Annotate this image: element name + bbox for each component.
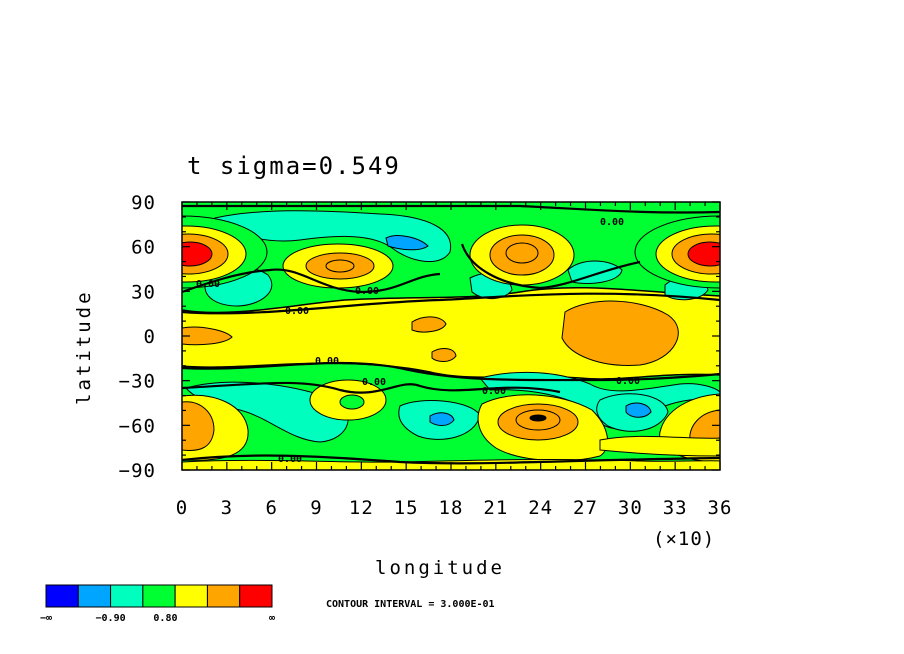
chart-title: t sigma=0.549	[187, 152, 401, 180]
x-tick-label: 15	[394, 497, 419, 519]
y-tick-label: 90	[131, 192, 156, 214]
y-axis-label: latitude	[73, 289, 95, 405]
svg-text:0.00: 0.00	[600, 217, 624, 228]
colorbar-swatch	[239, 584, 273, 608]
x-tick-label: 6	[265, 497, 277, 519]
tropical-orange-center	[411, 316, 447, 333]
x-tick-label: 3	[221, 497, 233, 519]
y-tick-labels: 90 60 30 0 −30 −60 −90	[119, 192, 156, 482]
colorbar-swatch	[206, 584, 241, 608]
colorbar	[45, 584, 273, 608]
svg-text:0.00: 0.00	[482, 386, 506, 397]
y-tick-label: −30	[119, 371, 156, 393]
colorbar-swatch	[142, 584, 176, 608]
contour-field: 0.00 0.00 0.00 0.00 0.00 0.00 0.00 0.00 …	[182, 202, 720, 470]
x-tick-label: 27	[573, 497, 598, 519]
y-tick-label: −60	[119, 415, 156, 437]
x-axis-label: longitude	[375, 557, 505, 579]
colorbar-label: 0.80	[153, 613, 177, 624]
x-tick-label: 9	[310, 497, 322, 519]
x-multiplier: (×10)	[653, 528, 715, 550]
sh-blue-core-2	[625, 402, 652, 418]
nh-cold-west	[214, 210, 452, 263]
svg-text:0.00: 0.00	[355, 286, 379, 297]
svg-text:0.00: 0.00	[616, 376, 640, 387]
warm-center-nh-3	[469, 224, 575, 286]
colorbar-swatch	[174, 584, 208, 608]
colorbar-label: ∞	[269, 613, 275, 624]
x-tick-label: 12	[349, 497, 374, 519]
x-tick-labels: 0 3 6 9 12 15 18 21 24 27 30 33 36	[176, 497, 733, 519]
x-tick-label: 21	[483, 497, 508, 519]
svg-text:0.00: 0.00	[362, 377, 386, 388]
svg-text:0.00: 0.00	[315, 356, 339, 367]
y-tick-label: 30	[131, 281, 156, 303]
warm-center-nh-2	[282, 243, 394, 289]
tropical-orange-east	[561, 300, 679, 366]
colorbar-label: −∞	[40, 613, 52, 624]
axis-ticks	[181, 201, 721, 471]
contour-labels: 0.00 0.00 0.00 0.00 0.00 0.00 0.00 0.00 …	[196, 217, 640, 465]
svg-text:0.00: 0.00	[278, 454, 302, 465]
x-tick-label: 18	[439, 497, 464, 519]
sh-blue-core-1	[429, 412, 455, 426]
colorbar-label: −0.90	[96, 613, 126, 624]
warm-center-nh-1	[182, 215, 268, 289]
x-tick-label: 24	[528, 497, 553, 519]
svg-text:0.00: 0.00	[196, 279, 220, 290]
y-tick-label: −90	[119, 460, 156, 482]
colorbar-labels: −∞ −0.90 0.80 ∞	[40, 613, 275, 624]
contour-interval-note: CONTOUR INTERVAL = 3.000E-01	[326, 599, 495, 610]
x-tick-label: 0	[176, 497, 188, 519]
colorbar-swatch	[77, 584, 112, 608]
warm-center-nh-4	[634, 215, 720, 289]
y-tick-label: 60	[131, 237, 156, 259]
tropical-orange-west	[182, 326, 233, 346]
svg-text:0.00: 0.00	[285, 306, 309, 317]
warm-center-sh-1	[182, 394, 249, 461]
x-tick-label: 30	[618, 497, 643, 519]
zero-contours	[182, 204, 720, 465]
nh-blue-core	[385, 235, 429, 251]
x-tick-label: 36	[708, 497, 733, 519]
colorbar-swatch	[110, 584, 144, 608]
y-tick-label: 0	[144, 326, 156, 348]
x-tick-label: 33	[663, 497, 688, 519]
warm-center-sh-3	[477, 394, 608, 462]
colorbar-swatch	[45, 584, 79, 608]
warm-center-sh-2	[309, 379, 387, 421]
